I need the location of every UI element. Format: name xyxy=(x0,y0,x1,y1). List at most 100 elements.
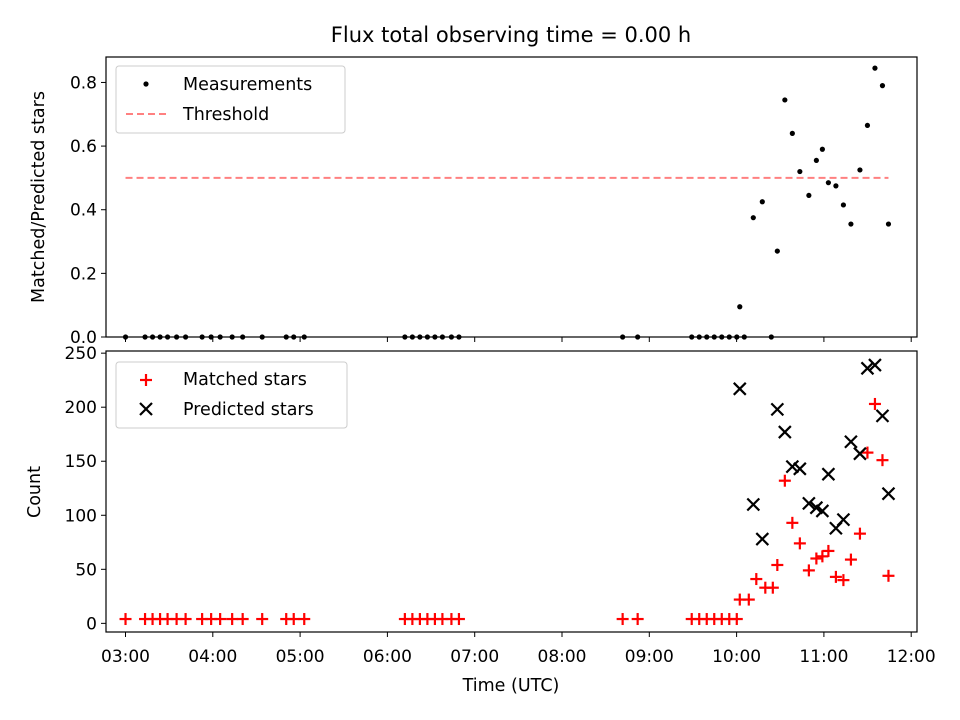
measurement-point xyxy=(819,146,825,152)
matched-star-point xyxy=(179,613,192,626)
measurement-point xyxy=(635,334,641,340)
x-tick-label: 07:00 xyxy=(450,647,499,667)
chart-title: Flux total observing time = 0.00 h xyxy=(331,23,691,47)
legend-label-threshold: Threshold xyxy=(182,105,269,125)
y-tick-label: 0.0 xyxy=(70,328,97,348)
measurement-point xyxy=(229,334,235,340)
measurement-point xyxy=(759,199,765,205)
measurement-point xyxy=(806,192,812,199)
x-axis-label: Time (UTC) xyxy=(462,676,560,696)
matched-star-point xyxy=(816,550,829,563)
matched-star-point xyxy=(298,613,311,626)
measurement-point xyxy=(696,334,702,340)
matched-star-point xyxy=(868,397,881,410)
predicted-star-point xyxy=(770,402,785,417)
measurement-point xyxy=(825,180,831,186)
measurement-point xyxy=(879,83,886,89)
matched-star-point xyxy=(750,573,763,586)
measurement-point xyxy=(774,248,780,254)
matched-star-point xyxy=(829,570,842,583)
x-tick-label: 05:00 xyxy=(276,647,325,667)
matched-star-point xyxy=(876,454,889,467)
measurement-point xyxy=(750,215,756,221)
matched-star-point xyxy=(837,574,850,587)
measurement-point xyxy=(149,334,156,340)
measurement-points xyxy=(122,65,892,340)
matched-star-point xyxy=(631,613,644,626)
predicted-star-markers xyxy=(733,358,896,546)
y-tick-label: 250 xyxy=(65,344,97,364)
y-tick-label: 0.6 xyxy=(70,137,97,157)
top-panel: 0.00.20.40.60.8 Matched/Predicted stars … xyxy=(29,56,918,348)
bottom-xticks: 03:00 04:00 05:00 06:00 07:00 08:00 09:00 10:00… xyxy=(101,632,936,667)
matched-star-point xyxy=(810,552,823,565)
measurement-point xyxy=(157,334,163,340)
measurement-point xyxy=(402,334,408,340)
matched-star-point xyxy=(802,564,815,577)
matched-star-point xyxy=(452,613,465,626)
bottom-legend: Matched stars Predicted stars xyxy=(115,361,348,429)
matched-star-point xyxy=(256,613,269,626)
measurement-point xyxy=(872,65,878,71)
predicted-star-point xyxy=(778,425,792,439)
bottom-y-axis-label: Count xyxy=(25,466,45,518)
y-tick-label: 0.8 xyxy=(70,73,97,93)
matched-star-point xyxy=(861,446,874,459)
matched-star-point xyxy=(771,558,784,571)
matched-star-point xyxy=(786,516,799,529)
y-tick-label: 150 xyxy=(65,452,97,472)
measurement-point xyxy=(182,334,189,340)
matched-star-point xyxy=(287,613,300,626)
predicted-star-point xyxy=(860,361,875,376)
measurement-point xyxy=(259,334,265,340)
matched-star-point xyxy=(730,613,743,626)
predicted-star-point xyxy=(746,497,761,512)
matched-star-point xyxy=(778,474,791,487)
x-tick-label: 04:00 xyxy=(188,647,237,667)
measurement-point xyxy=(122,334,129,340)
matched-star-point xyxy=(844,553,857,566)
y-tick-label: 100 xyxy=(65,506,97,526)
y-tick-label: 0.4 xyxy=(70,201,97,221)
predicted-star-point xyxy=(755,532,770,546)
predicted-star-point xyxy=(853,446,867,461)
measurement-point xyxy=(620,334,626,340)
matched-star-point xyxy=(882,569,895,582)
predicted-star-point xyxy=(802,496,816,511)
matched-star-point xyxy=(853,527,866,540)
predicted-star-point xyxy=(821,467,836,481)
bottom-plot-area xyxy=(105,350,918,633)
predicted-star-point xyxy=(793,462,807,476)
measurement-point xyxy=(240,334,246,340)
measurement-point xyxy=(283,334,289,340)
measurement-point xyxy=(734,334,740,340)
measurement-point xyxy=(840,202,847,208)
measurement-point xyxy=(857,167,863,173)
matched-star-point xyxy=(742,593,755,606)
measurement-point xyxy=(456,334,462,340)
x-tick-label: 11:00 xyxy=(799,647,848,667)
legend-marker-measurements xyxy=(143,81,149,87)
measurement-point xyxy=(737,304,743,310)
y-tick-label: 0.2 xyxy=(70,264,97,284)
measurement-point xyxy=(813,157,819,164)
measurement-point xyxy=(885,221,892,227)
measurement-point xyxy=(789,130,795,136)
measurement-point xyxy=(424,334,430,340)
matched-star-point xyxy=(214,613,227,626)
measurement-point xyxy=(432,334,438,340)
predicted-star-point xyxy=(881,486,896,501)
measurement-point xyxy=(164,334,171,340)
measurement-point xyxy=(833,183,839,189)
x-tick-label: 06:00 xyxy=(363,647,412,667)
x-tick-label: 03:00 xyxy=(101,647,150,667)
predicted-star-point xyxy=(815,504,830,518)
legend-marker-matched xyxy=(140,374,152,386)
matched-star-point xyxy=(236,613,249,626)
measurement-point xyxy=(417,334,423,340)
predicted-star-point xyxy=(836,512,851,527)
bottom-yticks: 0 50 100 150 200 250 xyxy=(65,344,106,634)
predicted-star-point xyxy=(733,382,747,396)
measurement-point xyxy=(199,334,205,340)
